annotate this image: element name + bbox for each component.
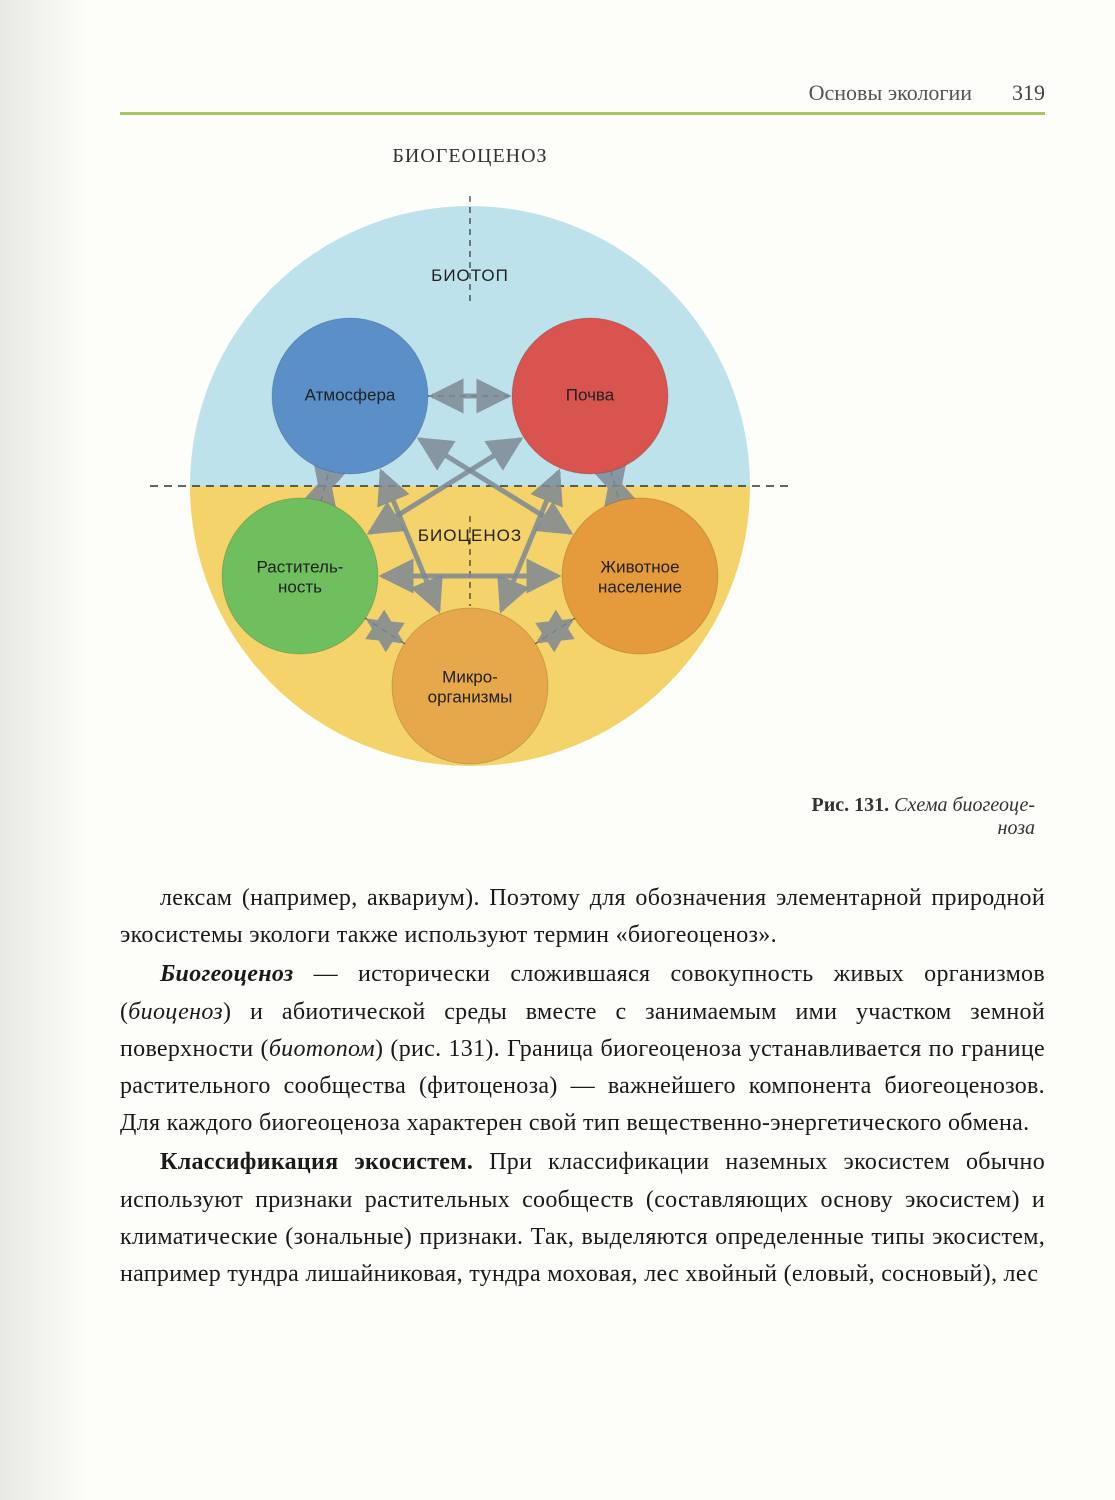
paragraph-3: Классификация экосистем. При классификац… <box>120 1144 1045 1293</box>
caption-text: Схема биогеоце- <box>894 794 1035 816</box>
biogeocenosis-diagram: БИОТОП БИОЦЕНОЗ Атмосфера Почва Раститель-но… <box>150 176 790 776</box>
page-header: Основы экологии 319 <box>120 80 1045 115</box>
svg-text:Микро-: Микро- <box>442 667 498 686</box>
svg-text:БИОЦЕНОЗ: БИОЦЕНОЗ <box>418 526 522 545</box>
figure-caption: Рис. 131. Схема биогеоце- ноза <box>120 794 1035 840</box>
paragraph-2: Биогеоценоз — исторически сложившаяся со… <box>120 956 1045 1142</box>
paragraph-1: лексам (например, аквариум). Поэтому для… <box>120 880 1045 954</box>
page-number: 319 <box>1012 80 1045 106</box>
svg-text:Раститель-: Раститель- <box>257 557 344 576</box>
diagram-container: БИОГЕОЦЕНОЗ БИОТОП БИОЦЕНОЗ Атмосфера Почва… <box>150 145 790 776</box>
caption-text2: ноза <box>998 817 1035 839</box>
svg-text:население: население <box>598 577 682 596</box>
section-title: Основы экологии <box>809 80 972 106</box>
svg-text:БИОТОП: БИОТОП <box>431 266 509 285</box>
svg-text:Животное: Животное <box>600 557 679 576</box>
textbook-page: Основы экологии 319 БИОГЕОЦЕНОЗ БИОТОПБИ… <box>0 0 1115 1500</box>
svg-text:Почва: Почва <box>566 385 615 404</box>
body-text: лексам (например, аквариум). Поэтому для… <box>120 880 1045 1293</box>
svg-text:ность: ность <box>278 577 322 596</box>
caption-prefix: Рис. 131. <box>812 794 890 816</box>
svg-text:Атмосфера: Атмосфера <box>305 385 396 404</box>
svg-text:организмы: организмы <box>428 687 513 706</box>
diagram-title: БИОГЕОЦЕНОЗ <box>150 145 790 168</box>
